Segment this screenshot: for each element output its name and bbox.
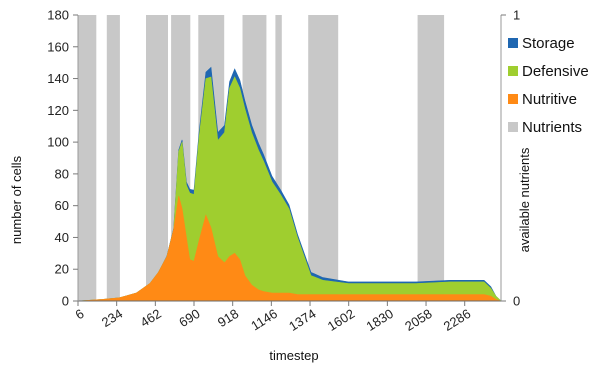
x-tick-label: 690: [176, 306, 202, 330]
nutrient-band-1: [106, 15, 120, 301]
x-tick-label: 2286: [441, 306, 473, 334]
legend-swatch-nutrients: [508, 122, 518, 132]
axes: [73, 14, 506, 306]
y-tick-label: 20: [55, 262, 69, 277]
y-tick-label: 120: [47, 103, 69, 118]
x-tick-label: 6: [73, 306, 87, 323]
y-tick-label: 180: [47, 8, 69, 23]
x-tick-label: 1146: [248, 306, 280, 334]
nutrient-band-0: [78, 15, 97, 301]
y2-tick-label: 1: [513, 8, 520, 23]
y-axis-title: number of cells: [9, 155, 24, 244]
legend-swatch-nutritive: [508, 94, 518, 104]
x-tick-label: 1602: [325, 306, 357, 334]
x-tick-label: 2058: [402, 306, 434, 334]
legend-label-defensive: Defensive: [522, 63, 589, 80]
nutrient-band-6: [275, 15, 282, 301]
nutrient-band-7: [308, 15, 339, 301]
y2-axis-title: available nutrients: [517, 147, 532, 252]
nutrient-band-8: [417, 15, 445, 301]
legend-swatch-storage: [508, 38, 518, 48]
x-tick-label: 918: [215, 306, 241, 330]
y-tick-label: 80: [55, 166, 69, 181]
y-tick-label: 140: [47, 71, 69, 86]
x-tick-label: 234: [99, 306, 125, 330]
x-axis-title: timestep: [269, 348, 318, 363]
legend: Storage Defensive Nutritive Nutrients: [508, 35, 589, 136]
y-tick-label: 0: [62, 294, 69, 309]
y-tick-label: 60: [55, 198, 69, 213]
x-tick-label: 1830: [364, 306, 396, 334]
legend-swatch-defensive: [508, 66, 518, 76]
y2-tick-label: 0: [513, 294, 520, 309]
y-tick-label: 100: [47, 135, 69, 150]
y-tick-label: 40: [55, 230, 69, 245]
legend-label-nutritive: Nutritive: [522, 91, 577, 108]
nutrient-band-2: [146, 15, 168, 301]
legend-label-nutrients: Nutrients: [522, 119, 582, 136]
x-tick-label: 1374: [286, 306, 318, 334]
x-tick-label: 462: [138, 306, 164, 330]
y-tick-label: 160: [47, 39, 69, 54]
legend-label-storage: Storage: [522, 35, 575, 52]
